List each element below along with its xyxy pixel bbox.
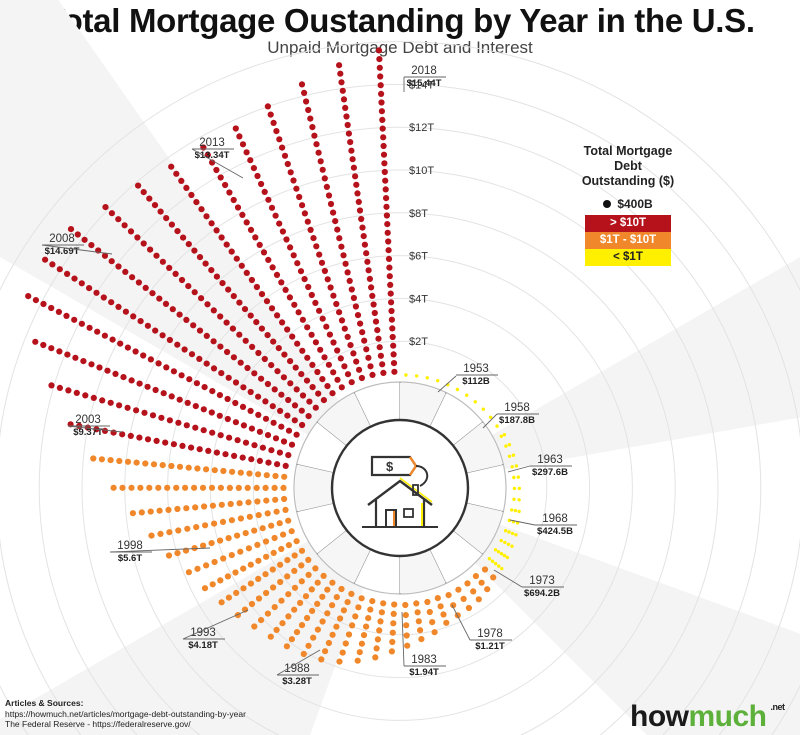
svg-text:$297.6B: $297.6B: [532, 467, 568, 478]
svg-text:$6T: $6T: [409, 251, 428, 263]
chart-subtitle: Unpaid Mortgage Debt and Interest: [267, 38, 533, 57]
howmuch-logo[interactable]: howmuch .net: [630, 700, 785, 734]
svg-text:1963: 1963: [537, 454, 563, 466]
svg-text:1968: 1968: [542, 513, 568, 525]
svg-text:$4T: $4T: [409, 293, 428, 305]
source-link-fed[interactable]: The Federal Reserve - https://federalres…: [5, 719, 191, 729]
logo-net: .net: [770, 702, 786, 712]
svg-text:$15.44T: $15.44T: [407, 78, 442, 89]
legend-dot-scale: $400B: [578, 197, 678, 211]
svg-text:$1.94T: $1.94T: [409, 667, 439, 678]
svg-text:$2T: $2T: [409, 336, 428, 348]
svg-text:$14.69T: $14.69T: [45, 246, 80, 257]
svg-text:1983: 1983: [411, 654, 437, 666]
chart-title: Total Mortgage Oustanding by Year in the…: [45, 2, 755, 39]
svg-text:2008: 2008: [49, 233, 75, 245]
svg-text:$8T: $8T: [409, 208, 428, 220]
sources: Articles & Sources: https://howmuch.net/…: [5, 698, 246, 730]
house-price-tag-icon: $: [362, 455, 438, 528]
legend-dot-label: $400B: [617, 197, 653, 211]
svg-text:$1.21T: $1.21T: [475, 641, 505, 652]
dot-icon: [603, 200, 612, 208]
svg-text:$12T: $12T: [409, 122, 434, 134]
svg-text:2003: 2003: [75, 414, 101, 426]
sources-heading: Articles & Sources:: [5, 698, 84, 708]
svg-text:1993: 1993: [190, 627, 216, 639]
svg-text:$424.5B: $424.5B: [537, 526, 573, 537]
legend-title-line2: Debt Outstanding ($): [581, 159, 675, 188]
svg-text:1973: 1973: [529, 575, 555, 587]
legend-item-under-1t: < $1T: [585, 249, 671, 266]
legend-item-1t-10t: $1T - $10T: [585, 232, 671, 249]
source-link-howmuch[interactable]: https://howmuch.net/articles/mortgage-de…: [5, 708, 246, 719]
value-axis-ticks: $2T $4T $6T $8T $10T $12T $14T: [409, 79, 434, 348]
svg-text:$13.34T: $13.34T: [195, 150, 230, 161]
svg-text:1953: 1953: [463, 363, 489, 375]
legend-item-over-10t: > $10T: [585, 215, 671, 232]
svg-text:$4.18T: $4.18T: [188, 640, 218, 651]
legend-title-line1: Total Mortgage: [583, 144, 673, 158]
data-bars: [25, 47, 521, 665]
svg-text:1998: 1998: [117, 540, 143, 552]
svg-text:$694.2B: $694.2B: [524, 588, 560, 599]
svg-text:1988: 1988: [284, 663, 310, 675]
svg-text:1958: 1958: [504, 402, 530, 414]
svg-text:$5.6T: $5.6T: [118, 553, 142, 564]
legend: Total Mortgage Debt Outstanding ($) $400…: [578, 144, 678, 266]
svg-text:2013: 2013: [199, 137, 225, 149]
svg-text:$14T: $14T: [409, 79, 434, 91]
svg-text:$3.28T: $3.28T: [282, 676, 312, 687]
logo-how: how: [630, 700, 689, 733]
svg-text:$112B: $112B: [462, 376, 490, 387]
svg-text:$10T: $10T: [409, 165, 434, 177]
svg-text:1978: 1978: [477, 628, 503, 640]
year-annotations: 1953$112B 1958$187.8B 1963$297.6B 1968$424.…: [41, 65, 577, 687]
svg-text:$: $: [386, 459, 394, 474]
center-ring: [293, 381, 507, 595]
svg-text:2018: 2018: [411, 65, 437, 77]
svg-text:$9.37T: $9.37T: [73, 427, 103, 438]
logo-much: much: [688, 700, 768, 733]
svg-text:$187.8B: $187.8B: [499, 415, 535, 426]
